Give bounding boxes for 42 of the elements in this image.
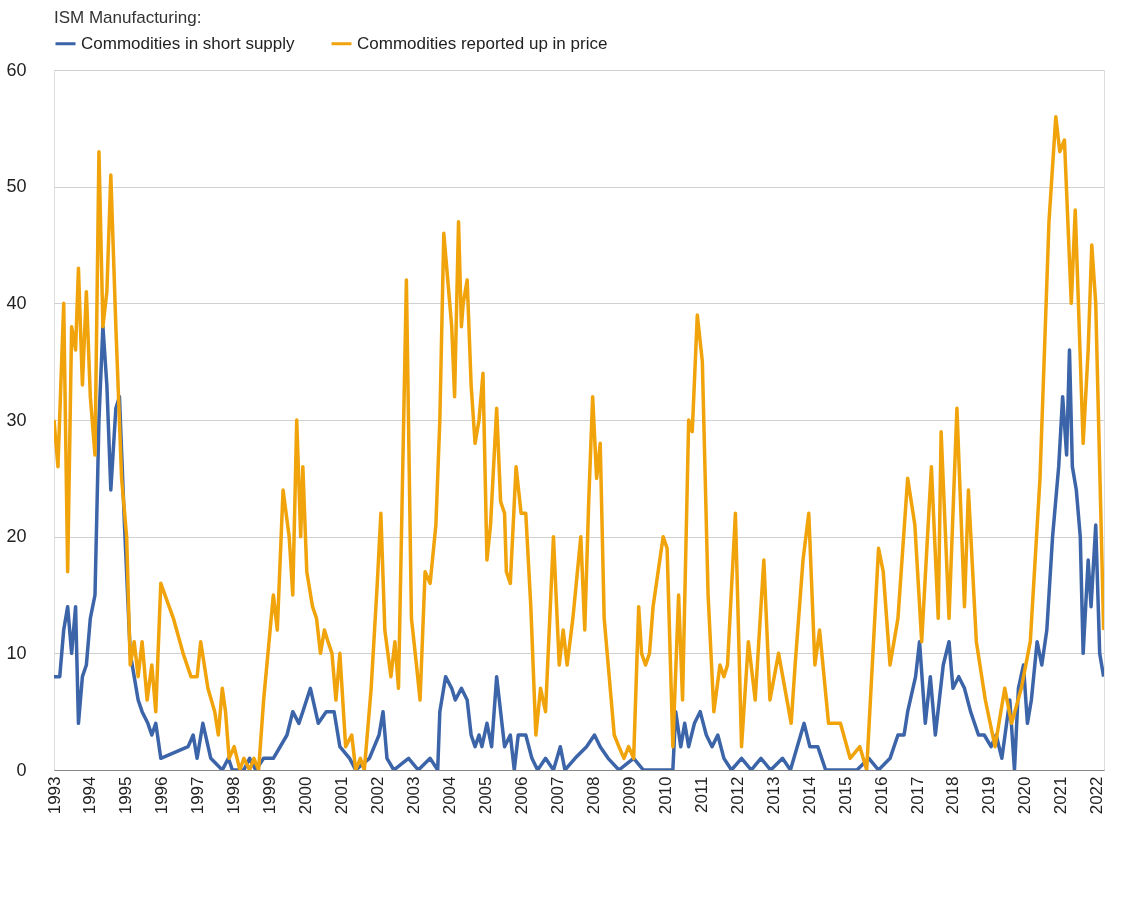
x-tick-label: 2013	[763, 776, 783, 815]
y-tick-label: 10	[6, 642, 27, 663]
y-tick-label: 30	[6, 409, 27, 430]
x-tick-label: 2022	[1087, 776, 1107, 815]
y-tick-label: 40	[6, 292, 27, 313]
x-tick-label: 2006	[511, 776, 531, 815]
x-tick-label: 2001	[332, 776, 352, 815]
y-tick-label: 0	[16, 759, 27, 780]
x-tick-label: 2002	[368, 776, 388, 815]
y-tick-label: 50	[6, 176, 27, 197]
y-tick-label: 20	[6, 526, 27, 547]
x-tick-label: 2007	[547, 776, 567, 815]
x-tick-label: 1998	[224, 776, 244, 815]
x-tick-label: 2015	[835, 776, 855, 815]
x-tick-label: 1993	[44, 776, 64, 815]
x-tick-label: 2004	[440, 776, 460, 815]
y-tick-label: 60	[6, 59, 27, 80]
x-tick-label: 2009	[619, 776, 639, 815]
x-tick-label: 2014	[799, 776, 819, 815]
legend-label: Commodities reported up in price	[357, 33, 608, 53]
x-tick-label: 2012	[727, 776, 747, 815]
x-tick-label: 1999	[260, 776, 280, 815]
x-tick-label: 2011	[691, 776, 711, 814]
x-tick-label: 1997	[188, 776, 208, 815]
x-tick-label: 2019	[979, 776, 999, 815]
x-tick-label: 2005	[476, 776, 496, 815]
x-tick-label: 2000	[296, 776, 316, 815]
x-tick-label: 2017	[907, 776, 927, 815]
x-tick-label: 1996	[152, 776, 172, 815]
x-tick-label: 2003	[404, 776, 424, 815]
line-series	[54, 324, 1104, 770]
x-tick-label: 2020	[1015, 776, 1035, 815]
legend-title: ISM Manufacturing:	[54, 8, 202, 27]
x-tick-label: 2018	[943, 776, 963, 815]
x-tick-label: 1994	[80, 776, 100, 815]
x-tick-label: 2010	[655, 776, 675, 815]
x-tick-label: 1995	[116, 776, 136, 815]
x-tick-label: 2021	[1051, 776, 1071, 815]
x-tick-label: 2016	[871, 776, 891, 815]
line-series	[54, 114, 1104, 770]
legend-label: Commodities in short supply	[81, 33, 296, 53]
x-tick-label: 2008	[583, 776, 603, 815]
